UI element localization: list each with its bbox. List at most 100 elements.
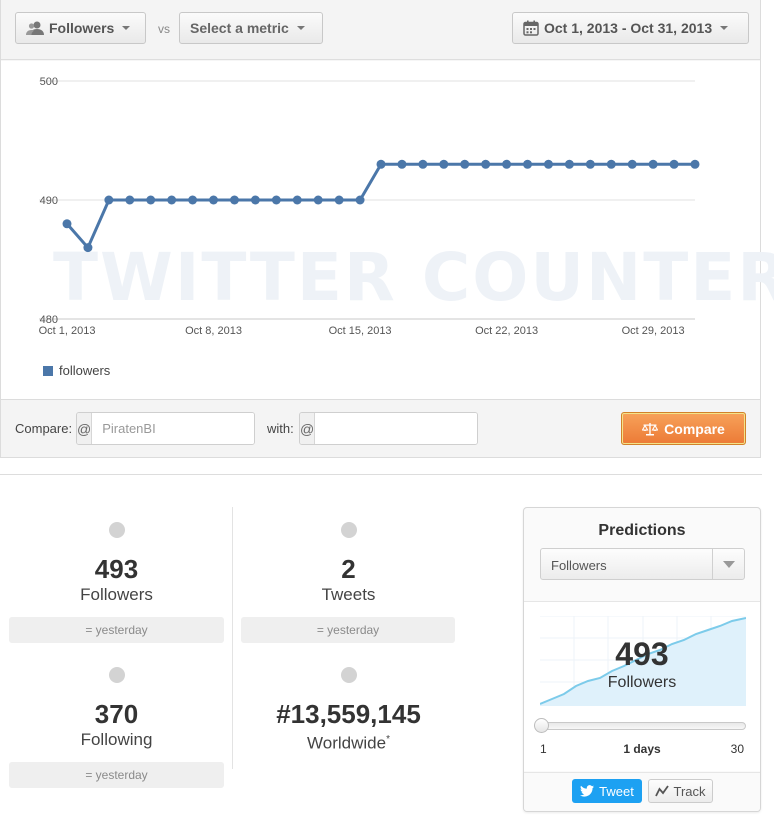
x-tick-label: Oct 22, 2013 (475, 325, 538, 337)
primary-metric-dropdown[interactable]: Followers (15, 12, 146, 44)
stat-delta: = yesterday (9, 762, 224, 788)
date-range-label: Oct 1, 2013 - Oct 31, 2013 (544, 20, 713, 36)
prediction-sparkline (540, 616, 746, 706)
data-point (585, 159, 595, 169)
vs-label: vs (158, 22, 170, 36)
data-point (481, 159, 491, 169)
caret-down-icon (122, 26, 131, 30)
caret-down-icon (296, 26, 305, 30)
stat-tweets: 2 Tweets (241, 522, 456, 606)
y-tick-label: 480 (40, 314, 58, 326)
followers-chart: TWITTER COUNTER 480 490 500 Oct 1, 2013 Oct … (1, 61, 774, 399)
data-point (167, 195, 177, 205)
status-dot-icon (108, 522, 125, 538)
predictions-metric-label: Followers (551, 558, 607, 573)
tweet-button-label: Tweet (599, 783, 634, 799)
primary-metric-label: Followers (49, 20, 115, 36)
scale-icon (642, 422, 659, 435)
at-sign: @ (300, 413, 316, 444)
secondary-metric-dropdown[interactable]: Select a metric (179, 12, 323, 44)
data-point (229, 195, 239, 205)
predictions-body: 493 Followers 1 1 days 30 (524, 601, 760, 771)
compare-button-label: Compare (664, 420, 725, 437)
days-slider-track[interactable] (540, 722, 746, 730)
data-point (439, 159, 449, 169)
slider-min-label: 1 (540, 742, 547, 756)
stats-separator (232, 507, 233, 769)
status-dot-icon (108, 667, 125, 683)
section-divider (0, 474, 762, 475)
compare-user2-input[interactable] (315, 413, 477, 444)
y-tick-label: 490 (40, 195, 58, 207)
compare-bar: Compare: @ with: @ Compare (1, 399, 760, 457)
twitter-bird-icon (580, 785, 595, 797)
data-point (418, 159, 428, 169)
stat-label: Worldwide (307, 733, 387, 753)
compare-user2-field: @ (299, 412, 478, 445)
stat-followers: 493 Followers (9, 522, 224, 606)
stat-footnote-marker: * (386, 734, 390, 745)
trend-line-icon (655, 785, 670, 797)
predictions-footer: Tweet Track (524, 772, 760, 811)
chart-toolbar: Followers vs Select a metric Oct 1, 2013… (1, 0, 760, 60)
data-point (376, 159, 386, 169)
with-label: with: (267, 421, 294, 436)
stat-delta: = yesterday (241, 617, 455, 643)
data-point (669, 159, 679, 169)
data-point (209, 195, 219, 205)
predictions-title: Predictions (598, 522, 686, 539)
secondary-metric-label: Select a metric (190, 20, 289, 36)
chart-panel: Followers vs Select a metric Oct 1, 2013… (0, 0, 774, 458)
data-point (271, 195, 281, 205)
stat-following: 370 Following (9, 667, 224, 751)
status-dot-icon (340, 522, 357, 538)
y-tick-label: 500 (40, 76, 58, 88)
users-icon (26, 21, 44, 35)
compare-user1-input[interactable] (92, 413, 254, 444)
data-point (606, 159, 616, 169)
data-point (564, 159, 574, 169)
data-point (188, 195, 198, 205)
data-point (62, 219, 72, 229)
stat-value: 370 (94, 699, 139, 729)
watermark-logo: TWITTER COUNTER (53, 239, 774, 316)
track-button-label: Track (673, 783, 706, 799)
data-point (104, 195, 114, 205)
data-point (334, 195, 344, 205)
series-line-followers (65, 162, 695, 251)
data-point (292, 195, 302, 205)
stat-label: Tweets (321, 585, 376, 604)
stat-value: 493 (94, 554, 139, 584)
chevron-down-icon (722, 560, 735, 568)
data-point (648, 159, 658, 169)
legend-swatch (43, 365, 53, 376)
x-tick-label: Oct 1, 2013 (39, 325, 96, 337)
compare-button[interactable]: Compare (621, 412, 746, 445)
data-point (313, 195, 323, 205)
predictions-widget: Predictions Followers 493 Followers 1 1 … (523, 507, 761, 812)
compare-user1-field: @ (76, 412, 255, 445)
tweet-button[interactable]: Tweet (572, 779, 642, 803)
chart-legend: followers (43, 363, 110, 378)
data-point (502, 159, 512, 169)
at-sign: @ (77, 413, 93, 444)
track-button[interactable]: Track (648, 779, 713, 803)
line-chart-svg: 480 490 500 Oct 1, 2013 Oct 8, 2013 Oct 15, 2… (39, 76, 700, 337)
data-point (146, 195, 156, 205)
stat-worldwide-rank: #13,559,145 Worldwide* (241, 667, 456, 755)
stat-value: 2 (341, 554, 356, 584)
select-arrow (712, 549, 744, 579)
calendar-icon (523, 20, 539, 36)
slider-value-label: 1 days (623, 742, 661, 756)
prediction-value: 493 (615, 636, 669, 672)
days-slider-handle[interactable] (534, 718, 549, 733)
stat-label: Following (80, 730, 153, 749)
stat-delta: = yesterday (9, 617, 224, 643)
stat-value: #13,559,145 (276, 699, 421, 729)
x-tick-label: Oct 15, 2013 (329, 325, 392, 337)
data-point (250, 195, 260, 205)
predictions-metric-select[interactable]: Followers (540, 548, 745, 580)
date-range-dropdown[interactable]: Oct 1, 2013 - Oct 31, 2013 (512, 12, 749, 44)
data-point (397, 159, 407, 169)
stat-label: Followers (80, 585, 153, 604)
